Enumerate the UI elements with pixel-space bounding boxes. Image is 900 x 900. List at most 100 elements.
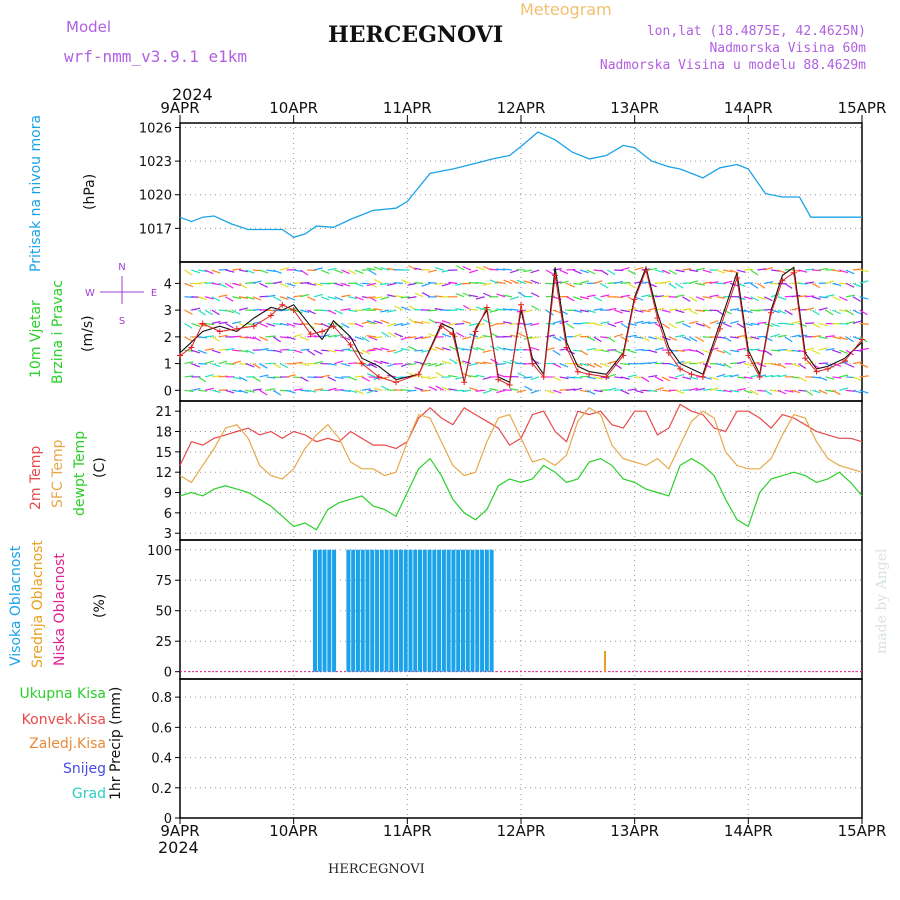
wind-arrow	[407, 389, 417, 392]
wind-arrow	[709, 281, 719, 284]
x-tick-label-top: 12APR	[497, 99, 546, 117]
wind-arrow	[348, 296, 358, 300]
wind-marker	[415, 371, 422, 378]
wind-arrow	[266, 335, 276, 338]
wind-arrow	[852, 361, 862, 365]
wind-arrow	[839, 269, 849, 274]
cloud-high-bar	[351, 549, 356, 672]
wind-arrow	[366, 349, 376, 352]
cloud-high-bar	[379, 549, 384, 672]
wind-arrow	[641, 336, 650, 342]
wind-arrow	[530, 292, 540, 298]
wind-arrow	[225, 362, 235, 366]
wind-marker	[574, 368, 581, 375]
wind-arrow	[641, 321, 651, 325]
cloud-high-bar	[355, 549, 360, 672]
wind-arrow	[482, 389, 492, 394]
wind-marker	[250, 323, 257, 330]
y-tick-label: 0	[164, 384, 172, 399]
wind-arrow	[852, 268, 862, 271]
cloud-high-bar	[456, 549, 461, 672]
wind-arrow	[259, 336, 269, 342]
wind-arrow	[784, 282, 793, 289]
wind-arrow	[434, 363, 444, 367]
wind-arrow	[593, 376, 603, 380]
wind-arrow	[490, 345, 499, 351]
wind-arrow	[839, 296, 848, 302]
wind-arrow	[441, 347, 451, 351]
wind-arrow	[238, 269, 249, 273]
wind-arrow	[381, 331, 390, 338]
wind-arrow	[689, 376, 699, 380]
wind-arrow	[736, 269, 746, 273]
cloud-high-bar	[360, 549, 365, 672]
wind-arrow	[614, 388, 624, 391]
wind-arrow	[682, 307, 692, 311]
wind-arrow	[798, 269, 808, 273]
wind-arrow	[771, 349, 781, 352]
x-tick-label-bottom: 10APR	[269, 822, 318, 840]
wind-arrow	[434, 321, 444, 325]
wind-arrow	[198, 362, 208, 365]
cloud-high-bar	[432, 549, 437, 672]
wind-arrow	[613, 349, 623, 355]
wind-arrow	[211, 389, 221, 393]
wind-arrow	[634, 336, 644, 339]
wind-arrow	[654, 376, 664, 382]
y-tick-label: 1020	[139, 189, 172, 204]
wind-arrow	[211, 375, 221, 378]
wind-arrow	[695, 387, 705, 391]
wind-arrow	[750, 348, 760, 351]
wind-arrow	[852, 296, 861, 302]
wind-arrow	[354, 269, 364, 275]
wind-arrow	[593, 336, 602, 343]
wind-arrow	[723, 269, 733, 273]
wind-arrow	[811, 282, 821, 289]
wind-arrow	[675, 269, 685, 273]
wind-arrow	[496, 389, 506, 394]
wind-arrow	[750, 296, 759, 302]
wind-marker	[824, 365, 831, 372]
cloud-high-bar	[480, 549, 485, 672]
wind-arrow	[259, 389, 268, 396]
wind-arrow	[366, 320, 376, 325]
wind-marker	[438, 323, 445, 330]
wind-arrow	[552, 363, 562, 368]
wind-arrow	[723, 280, 733, 284]
wind-arrow	[510, 279, 519, 284]
wind-arrow	[702, 296, 712, 299]
wind-arrow	[373, 296, 383, 300]
wind-arrow	[709, 387, 719, 391]
wind-arrow	[620, 362, 631, 366]
wind-arrow	[211, 336, 221, 342]
wind-arrow	[225, 282, 234, 289]
wind-arrow	[468, 294, 478, 298]
temp-sfc-line	[179, 407, 863, 484]
wind-arrow	[252, 388, 262, 391]
wind-arrow	[327, 267, 337, 271]
y-tick-label: 15	[155, 446, 172, 461]
wind-arrow	[259, 374, 269, 378]
wind-arrow	[811, 322, 821, 328]
wind-arrow	[805, 347, 815, 351]
x-tick-label-top: 14APR	[724, 99, 773, 117]
wind-marker	[177, 352, 183, 359]
wind-arrow	[593, 363, 603, 369]
wind-arrow	[818, 307, 828, 311]
wind-arrow	[462, 320, 472, 325]
wind-arrow	[341, 282, 351, 287]
cloud-high-bar	[389, 549, 394, 672]
wind-arrow	[245, 269, 255, 274]
wind-arrow	[509, 388, 519, 391]
wind-marker	[586, 371, 593, 378]
wind-marker	[603, 373, 610, 380]
wind-arrow	[784, 309, 793, 316]
wind-marker	[188, 344, 195, 351]
cloud-high-bar	[332, 549, 337, 672]
cloud-high-bar	[460, 549, 465, 672]
wind-arrow	[661, 309, 671, 313]
wind-arrow	[218, 282, 227, 288]
wind-arrow	[791, 294, 801, 298]
wind-arrow	[695, 349, 705, 356]
wind-arrow	[238, 282, 248, 289]
